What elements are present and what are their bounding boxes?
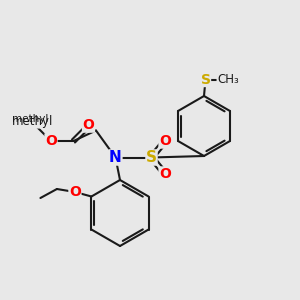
Text: methyl: methyl <box>12 113 48 124</box>
Text: CH₃: CH₃ <box>217 73 239 86</box>
Text: O: O <box>82 118 94 132</box>
Text: O: O <box>45 134 57 148</box>
Text: O: O <box>159 167 171 181</box>
Text: methyl: methyl <box>12 115 54 128</box>
Text: N: N <box>109 150 122 165</box>
Text: S: S <box>146 150 157 165</box>
Text: O: O <box>159 134 171 148</box>
Text: S: S <box>200 73 211 86</box>
Text: O: O <box>69 185 81 199</box>
